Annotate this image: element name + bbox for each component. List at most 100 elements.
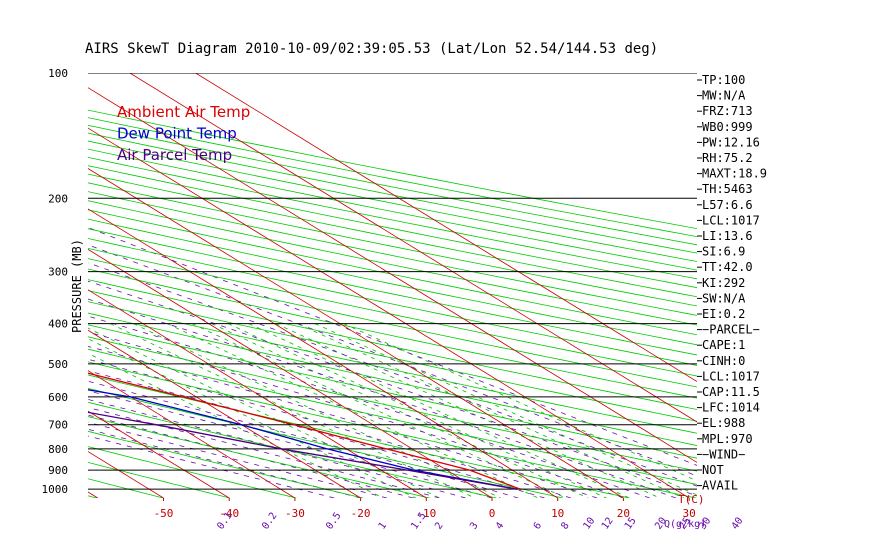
- mixing-ratio-label: 3: [468, 520, 480, 531]
- dry-adiabat-line: [88, 290, 697, 422]
- mixing-ratio-label: 2: [433, 520, 445, 531]
- pressure-labels: 100 200 300 400 500 600 700 800 900 1000: [42, 67, 69, 496]
- pressure-tick-label: 400: [48, 318, 68, 331]
- dry-adiabat-line: [88, 416, 430, 498]
- index-label: KI:292: [702, 276, 745, 290]
- isotherm-line: [88, 87, 697, 463]
- dry-adiabat-line: [88, 173, 697, 298]
- mixing-ratio-label: 1: [377, 520, 389, 531]
- index-label: LCL:1017: [702, 213, 760, 227]
- mixing-ratio-line: [228, 323, 607, 498]
- dry-adiabat-line: [88, 446, 297, 498]
- q-unit-label: Q(g/kg): [664, 519, 706, 530]
- mixing-ratio-line: [343, 323, 697, 482]
- dry-adiabat-line: [88, 324, 697, 459]
- dry-adiabat-line: [88, 312, 697, 446]
- isotherm-line: [0, 73, 32, 498]
- mixing-ratio-label: 0.2: [260, 511, 279, 532]
- isotherm-line: [88, 289, 427, 498]
- dry-adiabat-line: [88, 374, 630, 498]
- mixing-ratio-line: [88, 327, 440, 498]
- index-label: EL:988: [702, 416, 745, 430]
- index-label: CINH:0: [702, 354, 745, 368]
- pressure-tick-label: 500: [48, 358, 68, 371]
- dry-adiabat-line: [88, 124, 697, 246]
- pressure-tick-label: 600: [48, 391, 68, 404]
- dry-adiabat-line: [88, 191, 697, 316]
- moist-adiabat-line: [88, 370, 545, 498]
- dry-adiabat-line: [88, 279, 697, 410]
- mixing-ratio-line: [110, 323, 475, 498]
- index-label: LFC:1014: [702, 401, 760, 415]
- dry-adiabat-line: [88, 268, 697, 399]
- dry-adiabat-line: [88, 218, 697, 346]
- index-label: AVAIL: [702, 479, 738, 493]
- index-label: TH:5463: [702, 182, 753, 196]
- index-label: MAXT:18.9: [702, 167, 767, 181]
- index-label: NOT: [702, 463, 724, 477]
- mixing-ratio-line: [248, 323, 630, 498]
- bottom-temp-tick-label: -20: [351, 507, 371, 520]
- isotherm-line: [88, 168, 624, 498]
- moist-adiabat-line: [88, 315, 650, 498]
- index-label: RH:75.2: [702, 151, 753, 165]
- mixing-ratio-label: 4: [494, 520, 506, 531]
- pressure-tick-label: 700: [48, 419, 68, 432]
- dry-adiabat-line: [88, 140, 697, 262]
- bottom-temp-tick-label: 0: [489, 507, 496, 520]
- index-label: TP:100: [702, 73, 745, 87]
- pressure-tick-label: 300: [48, 266, 68, 279]
- moist-adiabat-line: [88, 407, 440, 498]
- index-label: WB0:999: [702, 120, 753, 134]
- plot-area: [0, 73, 697, 498]
- pressure-tick-label: 1000: [42, 483, 69, 496]
- mixing-ratio-label: 0.5: [324, 511, 343, 532]
- isotherm-line: [88, 329, 361, 498]
- dry-adiabat-line: [88, 401, 497, 498]
- mixing-ratio-line: [88, 338, 416, 498]
- isotherm-line: [88, 208, 558, 498]
- isotherm-line: [88, 127, 690, 498]
- dry-adiabat-line: [88, 156, 697, 280]
- moist-adiabat-line: [88, 331, 624, 498]
- index-label: MW:N/A: [702, 89, 746, 103]
- parcel-temp-line: [88, 411, 518, 490]
- dry-adiabat-line: [88, 228, 697, 356]
- mixing-ratio-label: 10: [581, 516, 597, 532]
- dry-adiabat-line: [88, 238, 697, 366]
- pressure-tick-label: 200: [48, 192, 68, 205]
- index-label: TT:42.0: [702, 260, 753, 274]
- bottom-temp-tick-label: 30: [682, 507, 695, 520]
- tc-unit-label: T(C): [678, 493, 705, 506]
- dry-adiabat-line: [88, 461, 230, 498]
- isotherm-line: [88, 370, 296, 498]
- legend-item: Dew Point Temp: [117, 125, 237, 143]
- legend-item: Air Parcel Temp: [117, 146, 232, 164]
- index-label: FRZ:713: [702, 104, 753, 118]
- dry-adiabat-line: [88, 301, 697, 434]
- index-label: LCL:1017: [702, 369, 760, 383]
- bottom-temp-tick-label: -50: [154, 507, 174, 520]
- ambient-temp-line: [88, 372, 521, 490]
- bottom-temp-tick-label: -30: [285, 507, 305, 520]
- index-label: CAPE:1: [702, 338, 745, 352]
- moist-adiabat-line: [88, 380, 519, 498]
- legend-item: Ambient Air Temp: [117, 103, 250, 121]
- dry-adiabat-line: [88, 148, 697, 271]
- bottom-temp-tick-label: -10: [416, 507, 436, 520]
- dry-adiabat-line: [88, 361, 697, 498]
- moist-adiabat-line: [88, 244, 697, 477]
- mixing-ratio-label: 8: [559, 520, 571, 531]
- moist-adiabat-line: [88, 345, 598, 498]
- y-axis-label: PRESSURE (MB): [70, 239, 84, 333]
- pressure-tick-label: 900: [48, 464, 68, 477]
- bottom-temp-tick-label: 20: [617, 507, 630, 520]
- mixing-ratio-label: 40: [730, 516, 746, 532]
- index-label: L57:6.6: [702, 198, 753, 212]
- index-label: LI:13.6: [702, 229, 753, 243]
- mixing-ratio-line: [166, 323, 539, 498]
- mixing-ratio-label: 6: [532, 520, 544, 531]
- dry-adiabat-line: [88, 387, 563, 498]
